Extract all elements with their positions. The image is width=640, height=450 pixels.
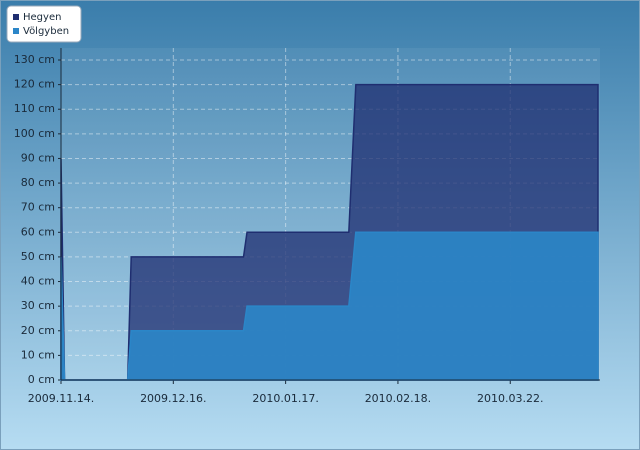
x-tick-label: 2009.12.16. xyxy=(140,392,206,405)
y-tick-label: 80 cm xyxy=(21,176,55,189)
plot-area: 0 cm 10 cm 20 cm 30 cm 40 cm 50 cm 60 cm 70 cm 8… xyxy=(14,48,600,405)
y-tick-label: 120 cm xyxy=(14,78,55,91)
area xyxy=(60,231,599,381)
x-tick-label: 2010.03.22. xyxy=(477,392,543,405)
y-tick-label: 0 cm xyxy=(28,373,55,386)
y-tick-label: 90 cm xyxy=(21,151,55,164)
legend: Hegyen Völgyben xyxy=(6,5,82,43)
legend-box xyxy=(6,5,82,43)
legend-swatch xyxy=(13,28,19,34)
y-tick-label: 60 cm xyxy=(21,225,55,238)
y-tick-label: 30 cm xyxy=(21,299,55,312)
legend-label: Völgyben xyxy=(23,26,69,37)
y-tick-label: 40 cm xyxy=(21,275,55,288)
y-tick-label: 20 cm xyxy=(21,324,55,337)
x-tick-label: 2010.02.18. xyxy=(365,392,431,405)
legend-label: Hegyen xyxy=(23,12,61,23)
y-tick-label: 110 cm xyxy=(14,102,55,115)
y-tick-label: 50 cm xyxy=(21,250,55,263)
y-tick-label: 100 cm xyxy=(14,127,55,140)
y-tick-label: 130 cm xyxy=(14,53,55,66)
y-tick-label: 70 cm xyxy=(21,201,55,214)
y-tick-label: 10 cm xyxy=(21,348,55,361)
x-tick-label: 2010.01.17. xyxy=(252,392,318,405)
legend-swatch xyxy=(13,14,19,20)
x-tick-label: 2009.11.14. xyxy=(28,392,94,405)
